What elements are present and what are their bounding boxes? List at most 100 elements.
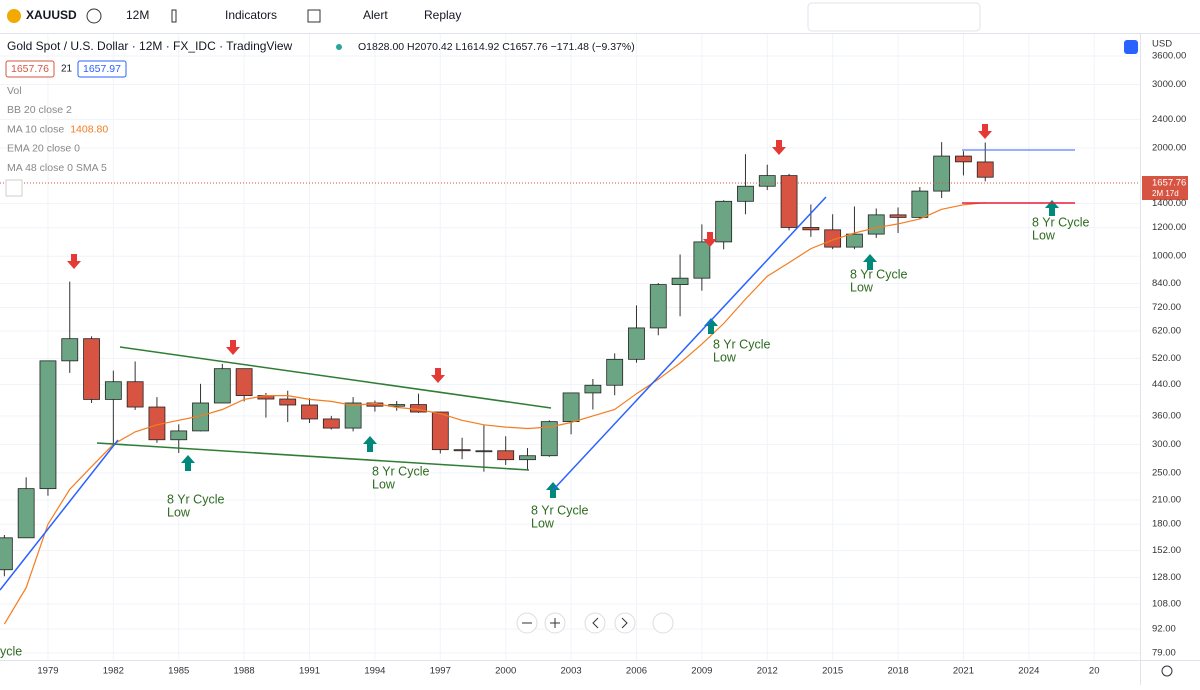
indicator-name: EMA 20 close 0: [7, 143, 80, 155]
candle-body: [17, 488, 35, 539]
y-tick-label: 3600.00: [1152, 51, 1186, 62]
candle-body: [867, 214, 885, 235]
annotation: Low: [850, 280, 874, 294]
candle-body: [911, 190, 929, 218]
y-tick-label: 300.00: [1152, 439, 1181, 450]
annotation: 8 Yr Cycle: [531, 503, 588, 517]
drawing-toolbar[interactable]: [807, 2, 981, 32]
interval[interactable]: 12M: [126, 8, 149, 22]
trend-line: [96, 442, 530, 471]
settings[interactable]: [1161, 665, 1173, 677]
candle-body: [453, 449, 471, 452]
annotation: 8 Yr Cycle: [167, 492, 224, 506]
up-arrow: [863, 254, 877, 270]
x-tick-label: 2006: [626, 666, 647, 677]
x-tick-label: 1994: [364, 666, 385, 677]
symbol-icon: [7, 9, 21, 23]
scroll-right[interactable]: [614, 612, 636, 634]
candle-body: [780, 175, 798, 228]
x-tick-label: 1979: [37, 666, 58, 677]
candle-body: [431, 411, 449, 451]
drawings: [0, 149, 1140, 591]
y-tick-label: 250.00: [1152, 467, 1181, 478]
x-tick-label: 2018: [887, 666, 908, 677]
alert-button[interactable]: Alert: [363, 8, 388, 22]
candle-body: [213, 368, 231, 404]
annotation: Low: [713, 350, 737, 364]
annotation: 8 Yr Cycle: [1032, 215, 1089, 229]
add-symbol[interactable]: [86, 8, 102, 24]
candle-body: [519, 455, 536, 461]
up-arrow: [1045, 200, 1059, 216]
ask: 1657.97: [83, 63, 121, 75]
y-tick-label: 620.00: [1152, 325, 1181, 336]
candle-body: [671, 277, 689, 285]
bid-box[interactable]: [5, 60, 55, 78]
scroll-left[interactable]: [584, 612, 606, 634]
annotation: 8 Yr Cycle: [713, 337, 770, 351]
down-arrow: [226, 340, 240, 355]
templates-icon[interactable]: [307, 9, 321, 23]
annotation: Low: [1032, 228, 1056, 242]
ma-line: [3, 202, 986, 625]
nav-glyphs: [522, 617, 628, 629]
ask-box[interactable]: [77, 60, 127, 78]
annotation: Low: [372, 477, 396, 491]
indicators-button[interactable]: Indicators: [225, 8, 277, 22]
replay-button[interactable]: Replay: [424, 8, 461, 22]
x-tick-label: 20: [1089, 666, 1100, 677]
indicator-value: 1408.80: [70, 123, 108, 135]
candle-body: [649, 284, 667, 329]
candle-body: [737, 185, 754, 202]
down-arrow: [431, 368, 445, 383]
indicator-name: MA 48 close 0 SMA 5: [7, 162, 107, 174]
y-tick-label: 92.00: [1152, 624, 1176, 635]
scale-button[interactable]: [1124, 40, 1138, 54]
y-tick-label: 2000.00: [1152, 142, 1186, 153]
candle-body: [475, 450, 493, 453]
y-tick-label: 180.00: [1152, 519, 1181, 530]
indicator-name: MA 10 close: [7, 123, 64, 135]
y-tick-label: 3000.00: [1152, 79, 1186, 90]
y-tick-label: 1400.00: [1152, 198, 1186, 209]
candle-body: [61, 338, 79, 362]
y-tick-label: 520.00: [1152, 353, 1181, 364]
candle-body: [0, 537, 13, 571]
bid: 1657.76: [11, 63, 49, 75]
last-price-tag: [1142, 176, 1188, 200]
currency: USD: [1152, 39, 1172, 50]
down-arrow: [703, 232, 717, 247]
down-arrow: [67, 254, 81, 269]
x-tick-label: 2003: [561, 666, 582, 677]
x-tick-label: 1997: [430, 666, 451, 677]
annotation: ycle: [0, 644, 22, 658]
collapse-legend[interactable]: [5, 179, 23, 197]
toolbar: [0, 0, 1200, 34]
reset-button[interactable]: [652, 612, 674, 634]
indicator-name: Vol: [7, 85, 22, 97]
candle-body: [889, 214, 907, 218]
x-tick-label: 1982: [103, 666, 124, 677]
y-tick-label: 128.00: [1152, 572, 1181, 583]
y-tick-label: 152.00: [1152, 545, 1181, 556]
symbol[interactable]: XAUUSD: [26, 8, 77, 22]
y-tick-label: 840.00: [1152, 278, 1181, 289]
legend-ohlc: O1828.00 H2070.42 L1614.92 C1657.76 −171…: [358, 41, 635, 53]
x-tick-label: 2021: [953, 666, 974, 677]
annotation: Low: [531, 516, 555, 530]
candle-body: [758, 175, 776, 187]
down-arrow: [772, 140, 786, 155]
candle-body: [104, 381, 122, 400]
chart-type-icon[interactable]: [171, 9, 177, 23]
last-price: 1657.76: [1152, 178, 1186, 189]
candle-body: [606, 358, 624, 386]
up-arrow: [704, 318, 718, 334]
trend-line: [0, 439, 119, 591]
x-tick-label: 2000: [495, 666, 516, 677]
y-tick-label: 1200.00: [1152, 222, 1186, 233]
up-arrow: [181, 455, 195, 471]
y-tick-label: 2400.00: [1152, 114, 1186, 125]
candle-body: [301, 404, 318, 420]
candle-body: [540, 421, 558, 457]
